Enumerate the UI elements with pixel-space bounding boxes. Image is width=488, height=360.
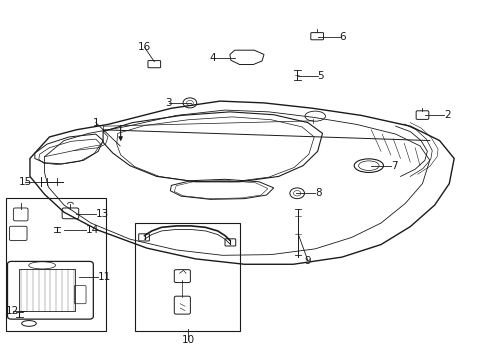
Text: 16: 16: [138, 42, 151, 52]
Text: 14: 14: [86, 225, 99, 235]
Text: 6: 6: [339, 32, 346, 41]
Text: 12: 12: [6, 306, 20, 316]
Text: 2: 2: [444, 111, 450, 121]
Text: 15: 15: [19, 177, 32, 187]
Text: 7: 7: [390, 161, 397, 171]
Text: 5: 5: [317, 71, 324, 81]
Bar: [135, 223, 239, 330]
Bar: [5, 198, 105, 330]
Text: 9: 9: [304, 256, 310, 266]
Text: 8: 8: [315, 188, 321, 198]
Text: 1: 1: [92, 118, 99, 128]
Text: 4: 4: [209, 53, 216, 63]
Text: 13: 13: [96, 209, 109, 219]
Text: 3: 3: [165, 98, 172, 108]
Text: 11: 11: [98, 272, 111, 282]
Text: 10: 10: [182, 334, 195, 345]
